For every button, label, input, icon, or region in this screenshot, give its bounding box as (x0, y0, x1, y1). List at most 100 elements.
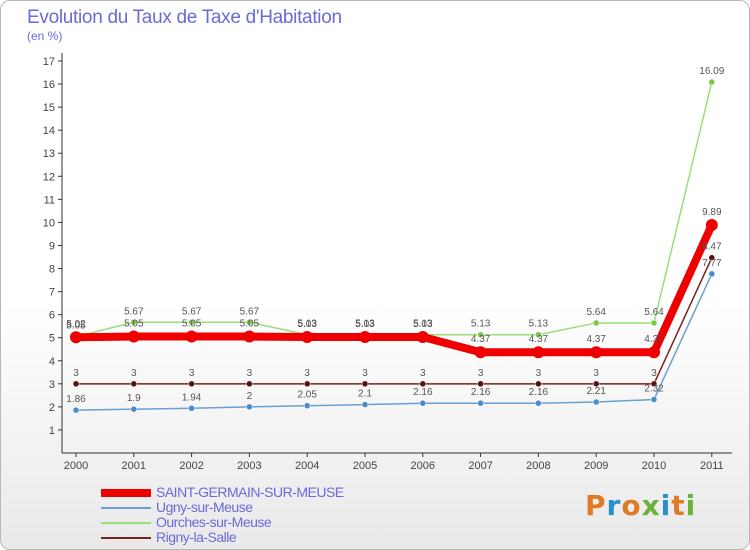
logo-letter: i (685, 489, 697, 522)
legend-swatch-ugny (101, 507, 151, 509)
data-label: 1.94 (182, 392, 202, 403)
data-point (303, 380, 311, 388)
data-point (246, 319, 253, 326)
chart-title: Evolution du Taux de Taxe d'Habitation (27, 7, 342, 28)
data-label: 2.1 (358, 389, 372, 400)
data-label: 3 (362, 368, 368, 379)
chart-subtitle: (en %) (27, 29, 63, 43)
data-point (650, 396, 658, 403)
data-point (477, 399, 484, 407)
data-label: 5.67 (124, 306, 144, 317)
data-point (592, 380, 600, 388)
data-label: 3 (536, 368, 542, 379)
data-label: 3 (247, 368, 253, 379)
x-tick-label: 2011 (700, 460, 724, 472)
data-point (72, 380, 80, 388)
data-label: 5.05 (66, 321, 86, 332)
data-label: 5.05 (240, 319, 260, 330)
data-point (477, 331, 484, 338)
data-point (130, 380, 138, 388)
data-label: 4.37 (529, 334, 549, 345)
y-tick-label: 3 (49, 379, 55, 391)
y-tick-label: 9 (49, 240, 55, 252)
data-label: 5.13 (413, 319, 433, 330)
data-point (535, 399, 542, 407)
data-label: 2 (247, 391, 253, 402)
data-label: 3 (420, 368, 426, 379)
legend-label: SAINT-GERMAIN-SUR-MEUSE (156, 484, 344, 500)
data-label: 2.16 (413, 387, 433, 398)
data-label: 3 (304, 368, 310, 379)
data-label: 5.67 (182, 306, 202, 317)
x-tick-label: 2000 (64, 460, 88, 472)
data-point (246, 380, 253, 388)
legend-label: Rigny-la-Salle (156, 529, 237, 545)
logo-letter: t (671, 489, 686, 522)
data-label: 5.03 (355, 319, 375, 330)
data-label: 3 (651, 368, 657, 379)
y-tick-label: 16 (43, 79, 55, 91)
data-label: 4.37 (471, 334, 491, 345)
y-tick-label: 11 (44, 194, 55, 206)
data-label: 5.05 (124, 319, 144, 330)
y-tick-label: 6 (49, 310, 55, 322)
data-point (535, 380, 542, 388)
y-tick-label: 5 (49, 333, 55, 345)
y-tick-label: 12 (43, 171, 55, 183)
data-label: 5.13 (471, 319, 491, 330)
x-tick-label: 2007 (468, 460, 492, 472)
data-point (419, 399, 427, 407)
data-point (705, 218, 718, 231)
x-tick-label: 2005 (353, 460, 377, 472)
data-label: 5.13 (529, 319, 549, 330)
data-label: 2.16 (471, 387, 491, 398)
data-point (708, 78, 716, 86)
data-point (648, 346, 660, 359)
data-point (708, 270, 716, 278)
x-tick-label: 2010 (642, 460, 666, 472)
logo-letter: x (641, 489, 661, 522)
y-tick-label: 8 (49, 264, 55, 276)
data-label: 3 (593, 368, 599, 379)
data-point (650, 380, 658, 388)
y-tick-label: 1 (49, 425, 55, 437)
y-tick-label: 17 (43, 56, 55, 68)
data-point (359, 331, 371, 344)
data-point (474, 346, 487, 359)
data-point (185, 330, 198, 343)
data-label: 3 (189, 368, 195, 379)
series-line-saint-germain-sur-meuse (75, 223, 716, 357)
series-line-ugny-sur-meuse (75, 273, 713, 411)
data-point (188, 405, 195, 412)
data-label: 1.9 (127, 393, 141, 404)
y-tick-label: 7 (49, 287, 55, 299)
data-point (416, 331, 429, 344)
data-point (650, 319, 658, 327)
data-point (72, 406, 80, 414)
data-point (419, 380, 427, 388)
data-point (361, 401, 369, 408)
data-label: 3 (73, 368, 79, 379)
data-point (535, 331, 542, 338)
y-tick-label: 14 (43, 125, 55, 137)
y-tick-label: 13 (43, 148, 55, 160)
data-label: 8.47 (702, 242, 722, 253)
data-label: 16.09 (699, 66, 724, 77)
legend-swatch-rigny (101, 537, 151, 539)
data-label: 5.64 (586, 307, 606, 318)
data-point (70, 331, 82, 344)
data-label: 3 (131, 368, 137, 379)
legend-label: Ugny-sur-Meuse (156, 499, 253, 515)
legend-swatch-saint-germain (101, 489, 151, 497)
data-label: 9.89 (702, 207, 722, 218)
data-label: 1.86 (66, 394, 86, 405)
legend-swatch-ourches (101, 522, 151, 524)
data-label: 2.05 (297, 390, 317, 401)
data-point (130, 405, 138, 413)
series-line-ourches-sur-meuse (75, 81, 713, 338)
data-point (188, 319, 195, 326)
x-tick-label: 2009 (584, 460, 608, 472)
data-label: 5.02 (66, 319, 86, 330)
